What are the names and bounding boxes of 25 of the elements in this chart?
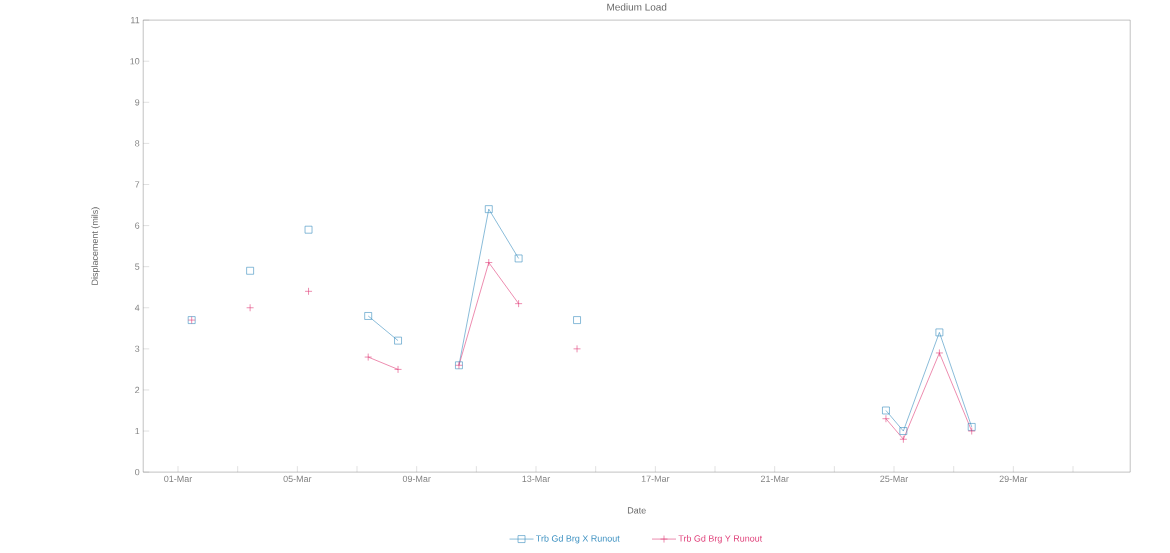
y-tick-label: 8	[135, 140, 140, 147]
y-tick-label: 11	[131, 16, 140, 24]
x-tick-label: 13-Mar	[522, 475, 551, 482]
x-tick-label: 25-Mar	[880, 475, 909, 482]
y-tick-label: 7	[135, 181, 140, 188]
y-tick-label: 3	[135, 345, 140, 352]
y-tick-label: 1	[135, 427, 140, 435]
x-tick-label: 21-Mar	[760, 475, 789, 482]
x-tick-label: 17-Mar	[641, 475, 670, 482]
y-tick-label: 4	[134, 304, 140, 311]
legend-label: Trb Gd Brg Y Runout	[678, 535, 763, 544]
y-tick-label: 6	[135, 222, 140, 229]
y-axis-title: Displacement (mils)	[91, 207, 100, 285]
chart-title: Medium Load	[607, 3, 667, 11]
x-tick-label: 29-Mar	[999, 475, 1028, 482]
y-tick-label: 5	[135, 263, 140, 270]
y-tick-label: 0	[135, 468, 140, 476]
x-tick-label: 09-Mar	[402, 475, 431, 482]
y-tick-label: 9	[135, 99, 140, 106]
x-axis-title: Date	[627, 507, 646, 514]
x-tick-label: 01-Mar	[164, 475, 193, 482]
y-tick-label: 2	[135, 386, 140, 394]
legend-label: Trb Gd Brg X Runout	[536, 535, 620, 544]
x-tick-label: 05-Mar	[283, 475, 312, 482]
y-tick-label: 10	[130, 57, 140, 65]
